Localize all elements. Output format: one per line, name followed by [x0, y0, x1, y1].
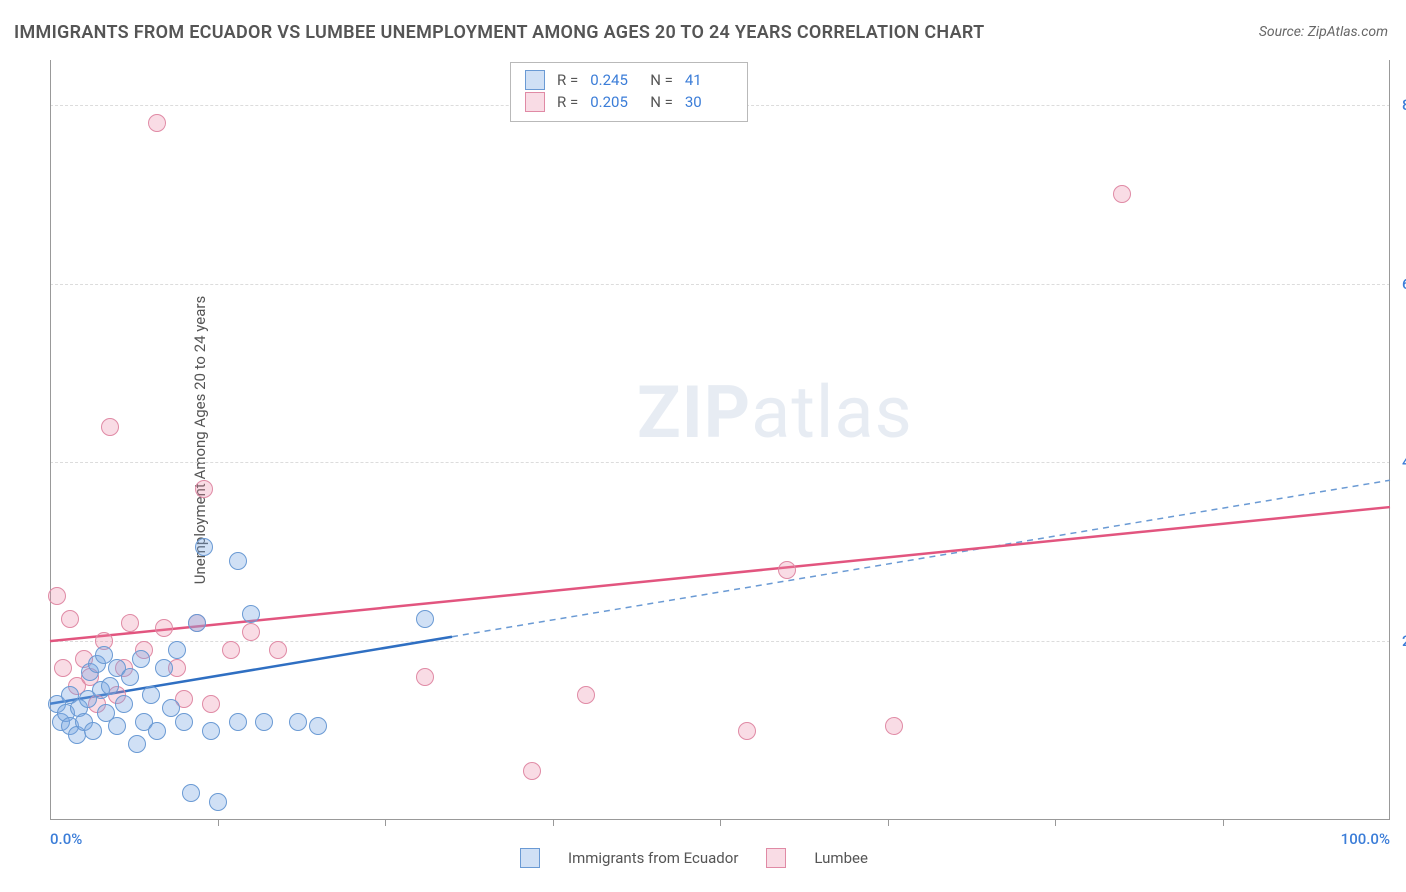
ecuador-point: [142, 686, 160, 704]
ecuador-point: [132, 650, 150, 668]
lumbee-point: [269, 641, 287, 659]
legend-row-lumbee: R = 0.205 N = 30: [525, 91, 733, 113]
ecuador-swatch: [520, 848, 540, 868]
y-tick-label: 40.0%: [1394, 453, 1406, 471]
ecuador-point: [209, 793, 227, 811]
x-minor-tick: [720, 820, 721, 826]
lumbee-swatch: [766, 848, 786, 868]
ecuador-point: [202, 722, 220, 740]
x-minor-tick: [1055, 820, 1056, 826]
x-tick-label: 0.0%: [50, 830, 82, 848]
lumbee-point: [416, 668, 434, 686]
lumbee-point: [54, 659, 72, 677]
ecuador-point: [84, 722, 102, 740]
lumbee-swatch: [525, 92, 545, 112]
ecuador-point: [182, 784, 200, 802]
n-label: N =: [650, 71, 673, 89]
lumbee-point: [523, 762, 541, 780]
ecuador-point: [128, 735, 146, 753]
n-label: N =: [650, 93, 673, 111]
x-minor-tick: [553, 820, 554, 826]
source-label: Source: ZipAtlas.com: [1259, 24, 1388, 40]
lumbee-point: [61, 610, 79, 628]
ecuador-point: [188, 614, 206, 632]
chart-title: IMMIGRANTS FROM ECUADOR VS LUMBEE UNEMPL…: [14, 22, 984, 43]
ecuador-n-value: 41: [685, 71, 733, 89]
lumbee-point: [778, 561, 796, 579]
r-label: R =: [557, 71, 578, 89]
r-label: R =: [557, 93, 578, 111]
lumbee-point: [148, 114, 166, 132]
lumbee-series-label: Lumbee: [814, 849, 868, 867]
lumbee-point: [155, 619, 173, 637]
ecuador-trend-dashed: [452, 480, 1390, 636]
series-legend: Immigrants from Ecuador Lumbee: [520, 848, 868, 868]
ecuador-point: [229, 713, 247, 731]
ecuador-swatch: [525, 70, 545, 90]
ecuador-point: [416, 610, 434, 628]
legend-row-ecuador: R = 0.245 N = 41: [525, 69, 733, 91]
lumbee-n-value: 30: [685, 93, 733, 111]
x-minor-tick: [385, 820, 386, 826]
ecuador-point: [148, 722, 166, 740]
lumbee-point: [738, 722, 756, 740]
lumbee-point: [885, 717, 903, 735]
correlation-legend: R = 0.245 N = 41 R = 0.205 N = 30: [510, 62, 748, 122]
ecuador-point: [108, 717, 126, 735]
ecuador-point: [168, 641, 186, 659]
ecuador-r-value: 0.245: [590, 71, 638, 89]
ecuador-point: [289, 713, 307, 731]
ecuador-point: [155, 659, 173, 677]
lumbee-point: [222, 641, 240, 659]
ecuador-point: [175, 713, 193, 731]
ecuador-point: [255, 713, 273, 731]
lumbee-point: [121, 614, 139, 632]
source-name: ZipAtlas.com: [1308, 24, 1388, 40]
source-prefix: Source:: [1259, 24, 1308, 40]
y-tick-label: 20.0%: [1394, 632, 1406, 650]
ecuador-point: [121, 668, 139, 686]
y-tick-label: 60.0%: [1394, 275, 1406, 293]
ecuador-point: [309, 717, 327, 735]
ecuador-series-label: Immigrants from Ecuador: [568, 849, 738, 867]
y-tick-label: 80.0%: [1394, 96, 1406, 114]
lumbee-point: [195, 480, 213, 498]
lumbee-point: [101, 418, 119, 436]
ecuador-point: [242, 605, 260, 623]
ecuador-point: [229, 552, 247, 570]
lumbee-point: [1113, 185, 1131, 203]
ecuador-point: [195, 538, 213, 556]
lumbee-point: [242, 623, 260, 641]
trend-lines: [50, 60, 1390, 820]
plot-area: Unemployment Among Ages 20 to 24 years Z…: [50, 60, 1390, 820]
x-minor-tick: [1223, 820, 1224, 826]
x-minor-tick: [888, 820, 889, 826]
x-minor-tick: [218, 820, 219, 826]
ecuador-point: [101, 677, 119, 695]
lumbee-r-value: 0.205: [590, 93, 638, 111]
lumbee-point: [48, 587, 66, 605]
lumbee-point: [577, 686, 595, 704]
lumbee-point: [202, 695, 220, 713]
ecuador-point: [115, 695, 133, 713]
x-tick-label: 100.0%: [1341, 830, 1390, 848]
